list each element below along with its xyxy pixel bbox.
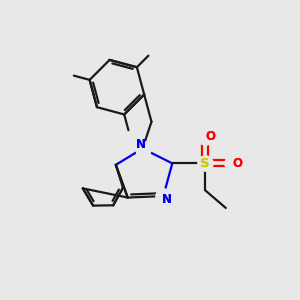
Text: S: S	[200, 157, 210, 170]
Text: N: N	[136, 138, 146, 152]
Text: O: O	[205, 130, 215, 143]
Text: N: N	[136, 138, 146, 152]
Text: O: O	[232, 157, 242, 170]
Text: O: O	[205, 130, 215, 143]
Text: S: S	[200, 157, 210, 170]
Text: O: O	[232, 157, 242, 170]
Text: N: N	[162, 193, 172, 206]
Text: N: N	[162, 193, 172, 206]
